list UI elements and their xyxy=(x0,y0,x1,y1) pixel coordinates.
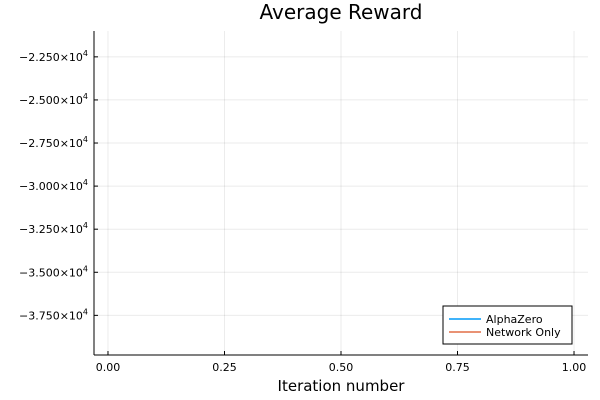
y-tick-exponent: 4 xyxy=(83,178,88,187)
y-tick-exponent: 4 xyxy=(83,221,88,230)
y-tick-label: −3.500×104 xyxy=(19,264,88,279)
x-tick-label: 0.75 xyxy=(445,361,470,374)
y-tick-exponent: 4 xyxy=(83,135,88,144)
y-tick-label: −2.750×104 xyxy=(19,135,88,150)
y-tick-mantissa: −3.750×10 xyxy=(19,309,83,322)
y-tick-exponent: 4 xyxy=(83,307,88,316)
grid xyxy=(94,31,588,355)
x-tick-label: 1.00 xyxy=(562,361,587,374)
y-tick-label: −2.250×104 xyxy=(19,49,88,64)
y-tick-mantissa: −2.750×10 xyxy=(19,137,83,150)
y-tick-mantissa: −3.250×10 xyxy=(19,223,83,236)
axes xyxy=(93,31,588,356)
x-tick-labels: 0.00 0.25 0.50 0.75 1.00 xyxy=(96,361,587,374)
y-tick-mantissa: −3.500×10 xyxy=(19,266,83,279)
y-tick-label: −3.000×104 xyxy=(19,178,88,193)
y-tick-exponent: 4 xyxy=(83,49,88,58)
x-tick-label: 0.25 xyxy=(212,361,237,374)
legend-label-2: Network Only xyxy=(486,326,561,339)
y-tick-exponent: 4 xyxy=(83,264,88,273)
x-axis-label: Iteration number xyxy=(278,377,406,395)
legend-label-1: AlphaZero xyxy=(486,313,543,326)
y-tick-label: −3.250×104 xyxy=(19,221,88,236)
y-tick-label: −2.500×104 xyxy=(19,92,88,107)
x-tick-label: 0.50 xyxy=(329,361,354,374)
y-tick-mantissa: −2.250×10 xyxy=(19,51,83,64)
y-tick-label: −3.750×104 xyxy=(19,307,88,322)
y-tick-mantissa: −3.000×10 xyxy=(19,180,83,193)
y-tick-exponent: 4 xyxy=(83,92,88,101)
y-tick-mantissa: −2.500×10 xyxy=(19,94,83,107)
legend-box xyxy=(442,305,573,345)
x-tick-label: 0.00 xyxy=(96,361,121,374)
y-tick-labels: −2.250×104−2.500×104−2.750×104−3.000×104… xyxy=(19,49,88,323)
chart-title: Average Reward xyxy=(260,0,423,24)
